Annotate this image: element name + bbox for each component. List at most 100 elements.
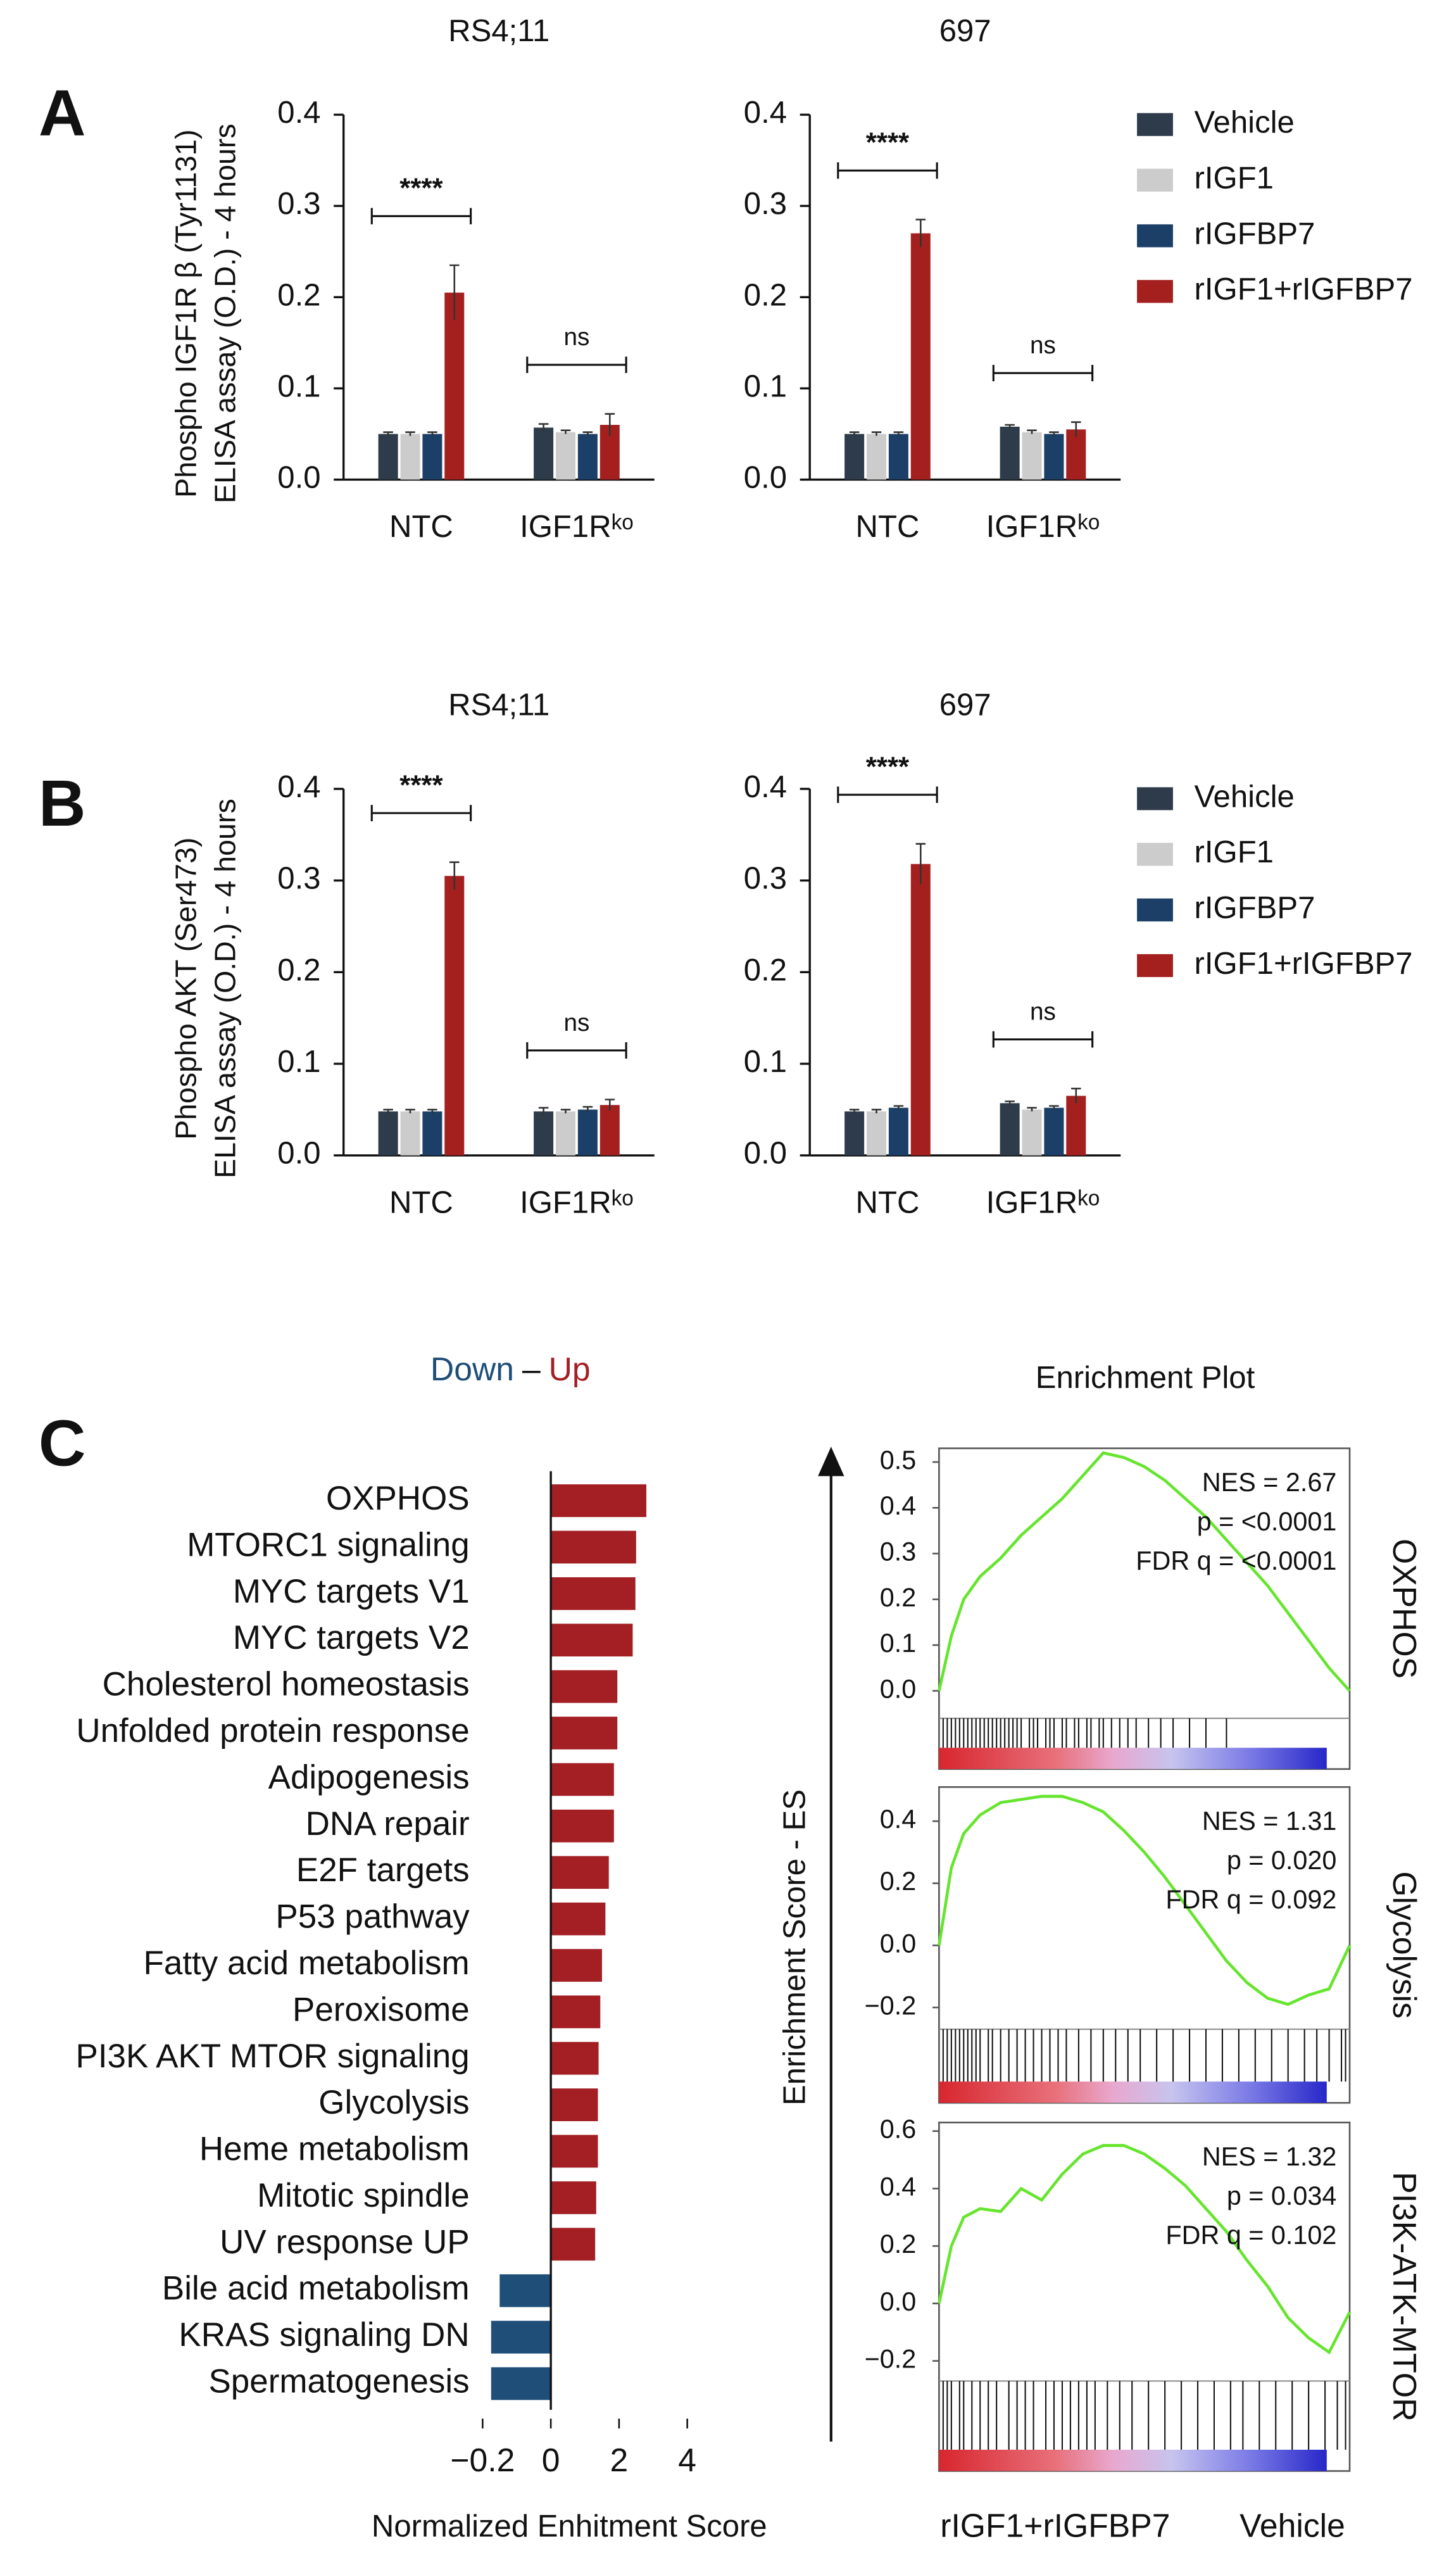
x-tick-label: NTC — [389, 1185, 453, 1220]
chart-title: 697 — [939, 14, 991, 48]
error-bar — [427, 431, 437, 436]
error-bar — [871, 431, 882, 436]
significance-bracket — [837, 162, 938, 179]
error-bar — [849, 431, 860, 436]
legend-label: rIGFBP7 — [1195, 891, 1315, 925]
x-tick-label: 2 — [610, 2442, 629, 2478]
error-bar — [383, 431, 393, 436]
category-label: E2F targets — [296, 1851, 470, 1889]
y-tick-label: 0.1 — [277, 369, 320, 403]
y-tick-label: 0.0 — [277, 460, 320, 495]
y-tick-label: 0.0 — [880, 1674, 916, 1703]
category-label: Peroxisome — [292, 1991, 470, 2028]
error-bar — [893, 1105, 904, 1110]
bar — [551, 1717, 618, 1749]
bar — [551, 2041, 599, 2075]
y-axis-label: Phospho AKT (Ser473) — [169, 837, 202, 1139]
panel-letter: A — [39, 76, 86, 149]
gene-set-label: PI3K-ATK-MTOR — [1386, 2172, 1423, 2421]
stat-label: p = 0.034 — [1227, 2181, 1337, 2210]
category-label: KRAS signaling DN — [179, 2316, 469, 2354]
significance-label: ns — [563, 324, 589, 351]
category-label: Glycolysis — [318, 2084, 469, 2121]
y-axis-label: Phospho IGF1R β (Tyr1131) — [169, 129, 202, 498]
error-bar — [405, 431, 415, 436]
y-tick-label: 0.4 — [277, 770, 320, 804]
bar — [551, 1670, 618, 1703]
error-bar — [1027, 1107, 1037, 1112]
legend-swatch — [1137, 898, 1173, 922]
y-tick-label: 0.0 — [880, 1929, 916, 1958]
category-label: PI3K AKT MTOR signaling — [75, 2038, 469, 2075]
category-label: P53 pathway — [275, 1898, 470, 1936]
bar — [551, 1995, 601, 2029]
es-curve — [938, 1794, 1352, 2007]
y-tick-label: 0.1 — [880, 1629, 916, 1658]
y-tick-label: 0.0 — [744, 460, 787, 495]
chart-title: 697 — [939, 688, 991, 722]
significance-bracket — [992, 1031, 1094, 1048]
legend-swatch — [1137, 787, 1173, 810]
bar — [551, 2181, 596, 2214]
category-label: MYC targets V1 — [233, 1573, 470, 1610]
bar — [444, 293, 465, 480]
legend-swatch — [1137, 224, 1173, 248]
y-tick-label: 0.2 — [277, 278, 320, 312]
y-tick-label: 0.1 — [744, 369, 787, 403]
bar — [534, 1111, 554, 1156]
bar — [844, 1111, 865, 1156]
y-tick-label: 0.4 — [880, 2172, 916, 2201]
y-tick-label: 0.4 — [744, 770, 787, 804]
error-bar — [1071, 1087, 1081, 1104]
direction-label: – — [522, 1351, 541, 1387]
bar — [378, 434, 398, 480]
legend-label: Vehicle — [1195, 106, 1295, 140]
legend-swatch — [1137, 280, 1173, 303]
bar — [551, 2134, 598, 2168]
x-tick-label: NTC — [856, 1185, 920, 1220]
x-tick-label: NTC — [389, 510, 453, 544]
gene-set-label: Glycolysis — [1386, 1871, 1423, 2019]
panel-letter: B — [39, 766, 86, 840]
plot-frame — [938, 2121, 1351, 2472]
error-bar — [1027, 429, 1037, 434]
significance-label: ns — [1030, 332, 1056, 359]
bar — [1066, 429, 1086, 480]
x-tick-label: NTC — [856, 510, 920, 544]
bar — [491, 2321, 551, 2354]
error-bar — [427, 1109, 437, 1114]
chart-title: RS4;11 — [448, 14, 549, 48]
es-curve — [938, 1451, 1351, 1692]
category-label: Cholesterol homeostasis — [103, 1666, 470, 1703]
bar — [534, 427, 554, 480]
error-bar — [449, 861, 460, 890]
y-tick-label: 0.4 — [277, 96, 320, 130]
bar — [556, 1111, 576, 1156]
y-axis-label: Enrichment Score - ES — [778, 1789, 812, 2105]
category-label: UV response UP — [220, 2223, 469, 2260]
bar — [551, 1484, 646, 1517]
y-tick-label: −0.2 — [865, 1991, 917, 2020]
es-arrowhead — [818, 1446, 844, 1477]
y-tick-label: 0.5 — [880, 1446, 916, 1475]
y-tick-label: 0.1 — [277, 1045, 320, 1079]
bar — [422, 434, 442, 480]
error-bar — [871, 1109, 882, 1114]
bar — [1044, 1107, 1064, 1156]
y-tick-label: 0.3 — [744, 862, 787, 896]
y-tick-label: 0.3 — [880, 1537, 916, 1566]
error-bar — [538, 423, 549, 432]
x-tick-label: IGF1Rᵏᵒ — [520, 510, 634, 544]
es-curve — [938, 2144, 1352, 2355]
y-tick-label: 0.2 — [880, 1583, 916, 1612]
y-tick-label: 0.2 — [744, 953, 787, 987]
x-tick-label: IGF1Rᵏᵒ — [986, 1185, 1100, 1220]
significance-label: **** — [866, 127, 910, 158]
bar — [577, 1109, 598, 1156]
bar — [867, 1111, 887, 1156]
legend-label: rIGF1 — [1195, 161, 1274, 196]
rank-colorbar — [939, 2449, 1327, 2471]
y-axis-label: ELISA assay (O.D.) - 4 hours — [208, 123, 241, 503]
